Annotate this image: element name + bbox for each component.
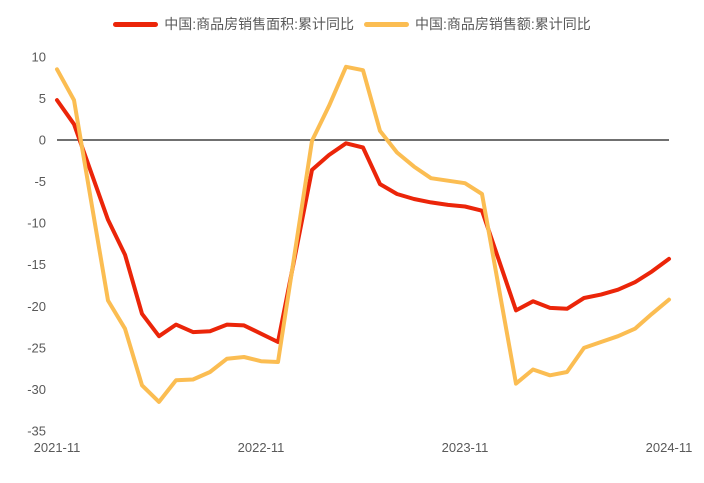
y-axis-tick-label: -5 [34, 174, 46, 189]
y-axis-tick-label: -25 [27, 340, 46, 355]
y-axis-tick-label: -10 [27, 216, 46, 231]
series-line-1 [55, 64, 671, 404]
y-axis-tick-label: 10 [32, 49, 46, 64]
legend: 中国:商品房销售面积:累计同比 中国:商品房销售额:累计同比 [0, 14, 704, 34]
legend-label-sales-value: 中国:商品房销售额:累计同比 [415, 16, 591, 32]
x-axis-tick-label: 2024-11 [646, 440, 693, 455]
x-axis-tick-label: 2021-11 [34, 440, 81, 455]
y-axis-tick-label: 5 [39, 91, 46, 106]
legend-item-sales-area: 中国:商品房销售面积:累计同比 [113, 14, 354, 34]
x-axis-tick-label: 2023-11 [442, 440, 489, 455]
x-axis-tick-label: 2022-11 [238, 440, 285, 455]
legend-item-sales-value: 中国:商品房销售额:累计同比 [364, 14, 591, 34]
series-line-0 [55, 98, 671, 344]
legend-label-sales-area: 中国:商品房销售面积:累计同比 [164, 16, 354, 32]
y-axis-tick-label: -20 [27, 299, 46, 314]
y-axis-tick-label: 0 [39, 133, 46, 148]
y-axis-tick-label: -35 [27, 424, 46, 439]
y-axis-tick-label: -30 [27, 382, 46, 397]
legend-swatch-amber-icon [364, 21, 409, 27]
legend-swatch-red-icon [113, 21, 159, 27]
y-axis-tick-label: -15 [27, 257, 46, 272]
